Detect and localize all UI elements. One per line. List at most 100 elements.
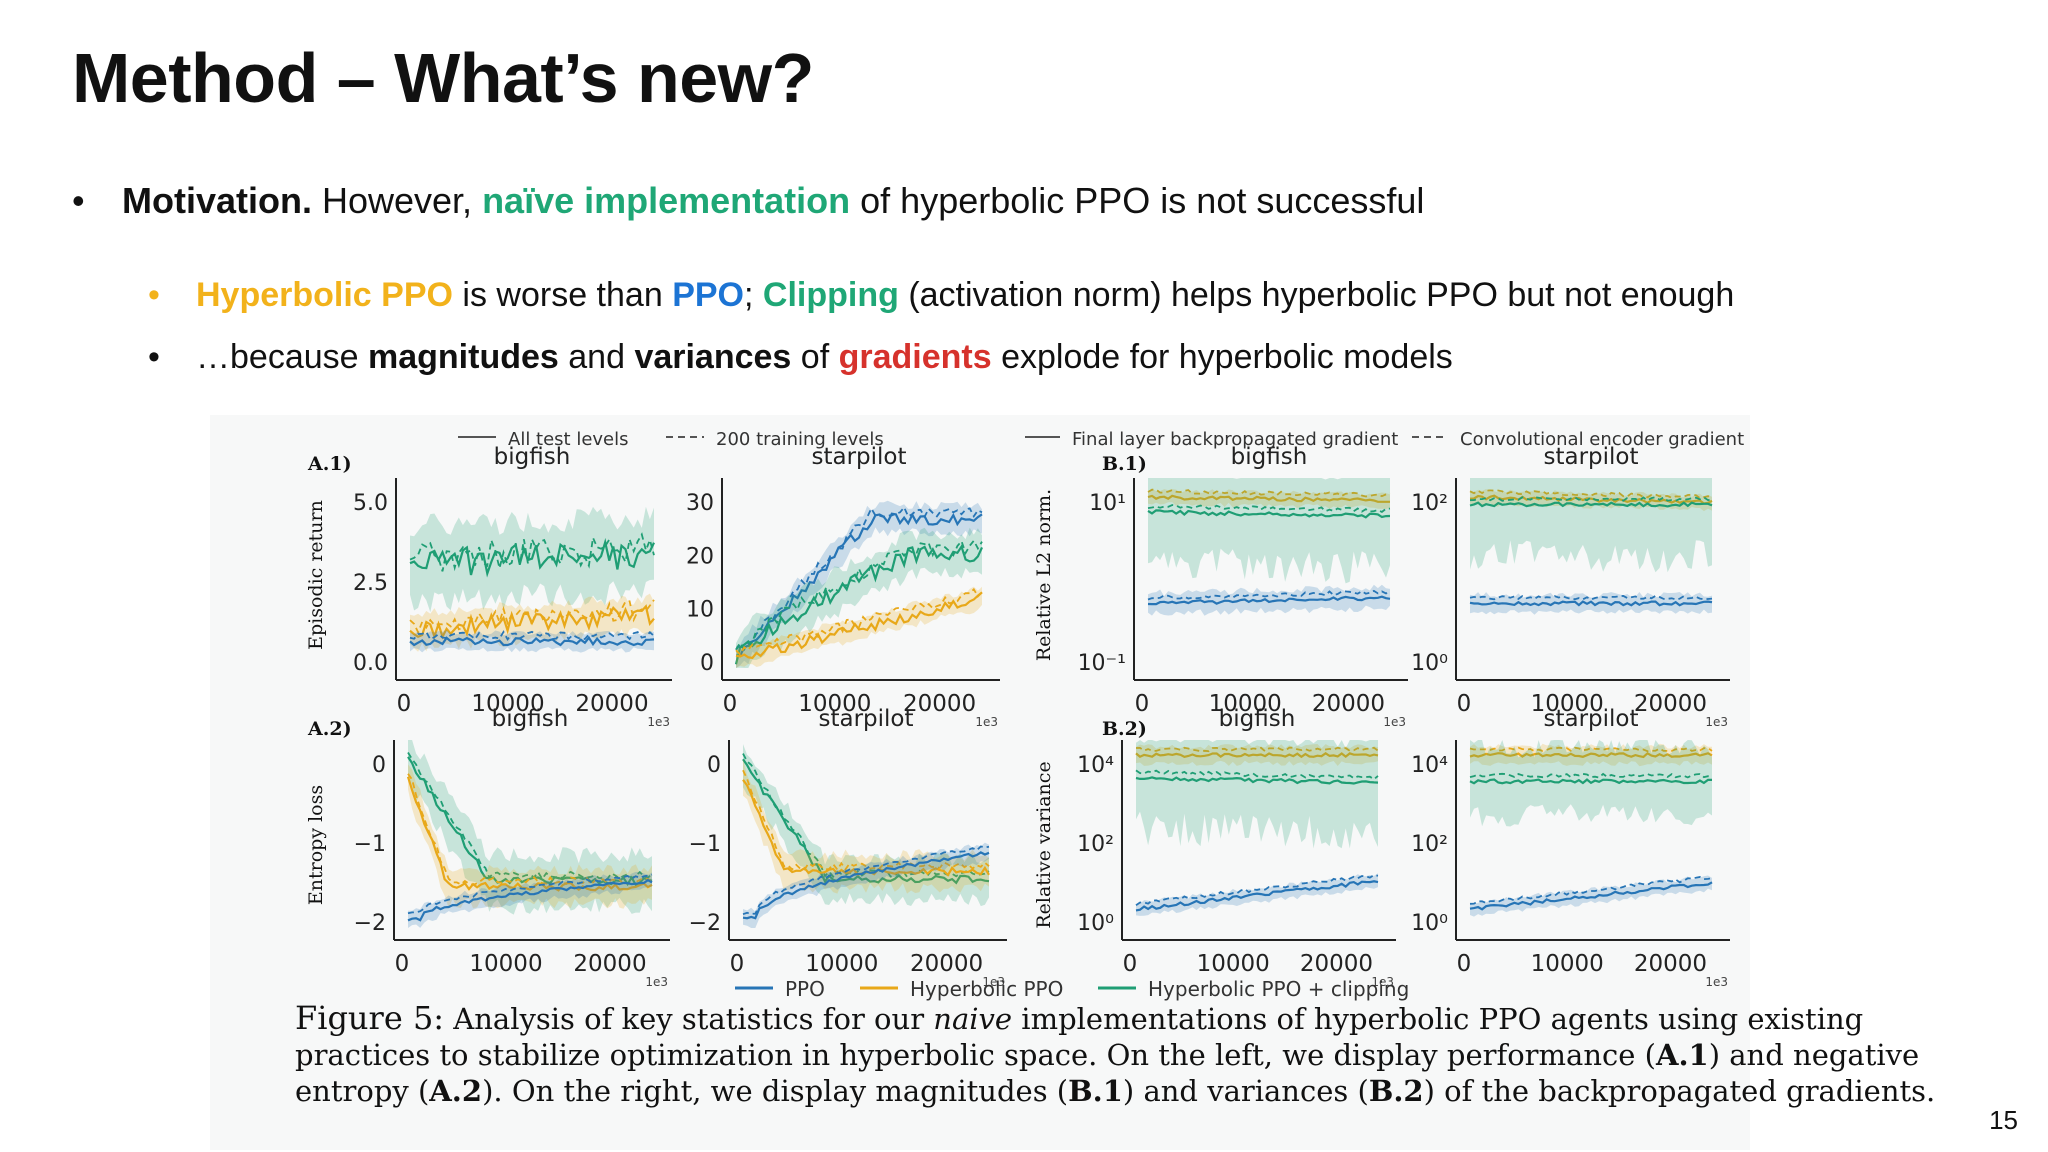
series-dashed-line [742,845,990,916]
caption-bold: B.1 [1068,1074,1123,1108]
y-tick-label: 30 [686,491,714,516]
x-tick-label: 0 [395,951,410,977]
panel-label-a2: A.2) [307,718,352,740]
series-line [1135,880,1379,912]
series-band [1148,478,1390,584]
caption-bold: A.1 [1655,1038,1709,1072]
series-line [1147,595,1391,606]
b2-c: (activation norm) helps hyperbolic PPO b… [898,276,1735,314]
subplot-title: starpilot [818,706,913,732]
x-tick-label: 20000 [903,691,976,717]
caption-bold: B.2 [1368,1074,1424,1108]
caption-italic: naive [933,1002,1013,1036]
figure-background [210,415,1750,1150]
b1-green: naïve implementation [482,180,851,221]
motivation-label: Motivation. [122,180,312,221]
x-tick-label: 20000 [1634,691,1707,717]
subplot-title: starpilot [1543,706,1638,732]
x-tick-label: 0 [1457,691,1472,717]
b2-blue: PPO [672,276,744,314]
caption-text: ). On the right, we display magnitudes ( [482,1074,1069,1108]
series-line [1469,501,1713,508]
x-tick-label: 20000 [575,691,648,717]
subplot-title: bigfish [1231,444,1308,470]
y-tick-label: 10⁴ [1411,753,1448,778]
series-dashed-line [1147,589,1391,601]
series-dashed-line [407,752,653,881]
caption-text: ) and negative [1708,1038,1920,1072]
bullet-dot: • [148,338,160,376]
series-line [1135,776,1379,785]
bullet-gradients-explode: • …because magnitudes and variances of gr… [148,338,1453,377]
x-tick-label: 10000 [1197,951,1270,977]
series-line [409,635,655,647]
caption-text: practices to stabilize optimization in h… [295,1038,1656,1072]
series-dashed-line [1135,746,1379,753]
x-multiplier-label: 1e3 [647,715,670,729]
bullet-motivation: • Motivation. However, naïve implementati… [72,180,1424,222]
series-band [1470,478,1712,573]
series-dashed-line [409,599,655,635]
subplot-title: bigfish [1219,706,1296,732]
y-axis-label: Relative L2 norm. [1033,489,1055,661]
page-number: 15 [1989,1105,2018,1135]
x-tick-label: 20000 [1312,691,1385,717]
series-line [734,544,984,665]
y-axis-label: Relative variance [1033,761,1055,928]
b2-green: Clipping [762,276,899,314]
series-band [1148,584,1390,616]
y-tick-label: 10² [1411,832,1448,857]
y-tick-label: 10⁰ [1077,911,1114,936]
x-multiplier-label: 1e3 [645,975,668,989]
legend-series-label: Hyperbolic PPO + clipping [1148,977,1409,1001]
slide-title: Method – What’s new? [72,39,814,117]
subplot-title: bigfish [492,706,569,732]
b3-b: and [558,338,635,376]
series-dashed-line [1135,874,1379,906]
x-multiplier-label: 1e3 [975,715,998,729]
x-tick-label: 10000 [1209,691,1282,717]
caption-line-3: entropy (A.2). On the right, we display … [295,1073,1935,1109]
series-dashed-line [1147,504,1391,513]
series-line [409,537,655,578]
x-multiplier-label: 1e3 [1371,975,1394,989]
x-tick-label: 0 [723,691,738,717]
series-dashed-line [1469,489,1713,500]
legend-label: All test levels [508,429,629,450]
legend-label: 200 training levels [716,429,884,450]
x-tick-label: 10000 [471,691,544,717]
series-line [1147,509,1391,519]
legend-label: Convolutional encoder gradient [1460,429,1744,450]
series-dashed-line [1469,496,1713,502]
y-tick-label: 0 [700,651,714,676]
series-dashed-line [735,539,983,651]
x-multiplier-label: 1e3 [1383,715,1406,729]
series-line [1469,494,1713,505]
series-line [742,851,990,920]
x-multiplier-label: 1e3 [1705,975,1728,989]
y-tick-label: −1 [354,832,386,857]
series-dashed-line [1135,769,1379,781]
panel-label-b2: B.2) [1102,718,1147,740]
series-line [735,512,983,657]
series-line [1469,881,1713,911]
subplot-title: bigfish [494,444,571,470]
series-line [742,758,990,885]
y-tick-label: 10⁴ [1077,753,1114,778]
series-line [406,776,653,892]
y-tick-label: 10² [1411,491,1448,516]
x-tick-label: 0 [730,951,745,977]
x-tick-label: 20000 [1300,951,1373,977]
caption-bold: A.2 [429,1074,483,1108]
x-multiplier-label: 1e3 [982,975,1005,989]
y-tick-label: 10 [686,598,714,623]
series-band [408,740,652,915]
y-tick-label: 10⁰ [1411,911,1448,936]
figure-caption: Figure 5: Analysis of key statistics for… [295,999,1935,1109]
series-band [1470,875,1712,917]
bullet-dot: • [72,180,85,221]
caption-figure-label: Figure 5: [295,999,445,1037]
b2-yellow: Hyperbolic PPO [196,276,453,314]
x-tick-label: 0 [1123,951,1138,977]
legend-series-label: Hyperbolic PPO [910,977,1063,1001]
